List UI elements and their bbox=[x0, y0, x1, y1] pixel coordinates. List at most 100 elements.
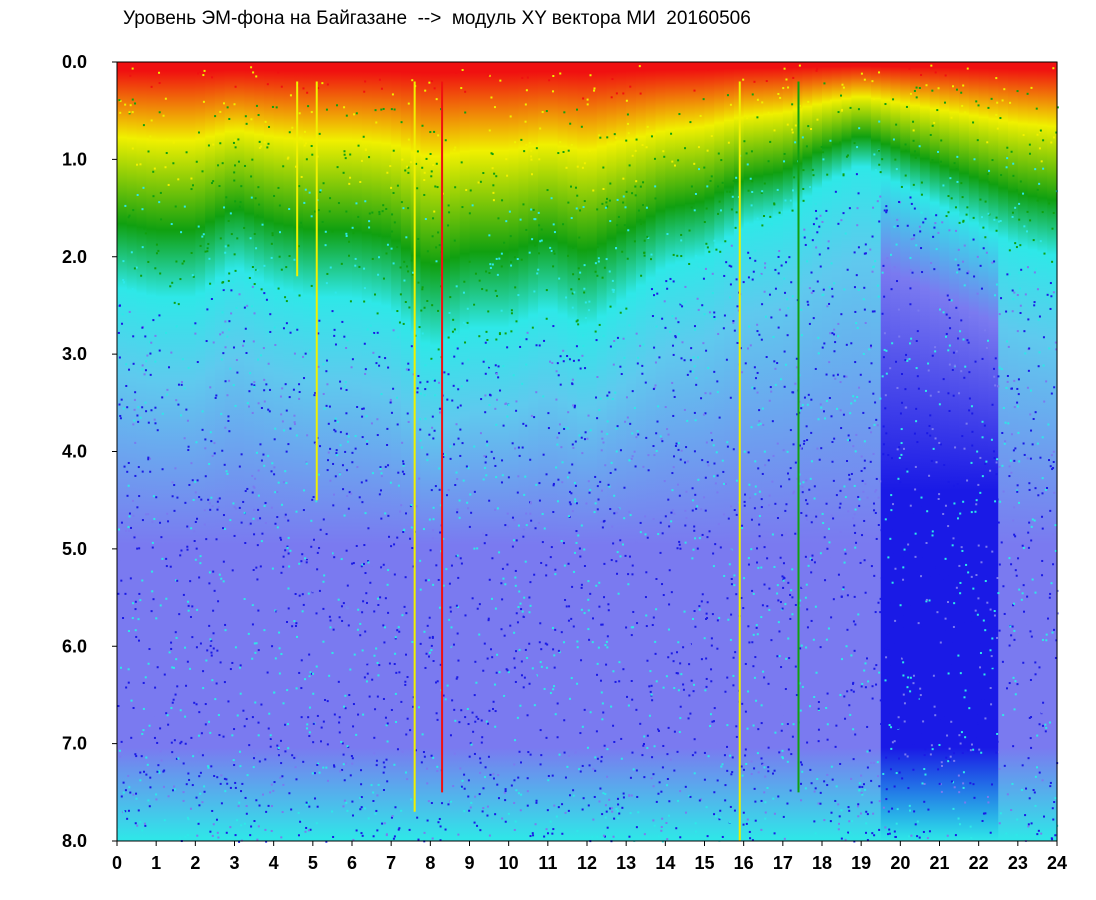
heatmap-point bbox=[453, 443, 456, 446]
heatmap-point bbox=[225, 196, 228, 199]
heatmap-point bbox=[614, 680, 617, 683]
heatmap-point bbox=[209, 644, 212, 647]
heatmap-point bbox=[436, 680, 439, 683]
heatmap-point bbox=[807, 125, 810, 128]
heatmap-point bbox=[588, 638, 591, 641]
heatmap-point bbox=[915, 420, 918, 423]
heatmap-point bbox=[579, 695, 582, 698]
heatmap-point bbox=[524, 103, 527, 106]
heatmap-point bbox=[191, 605, 194, 608]
heatmap-point bbox=[726, 724, 729, 727]
heatmap-point bbox=[396, 310, 399, 313]
heatmap-point bbox=[631, 564, 634, 567]
heatmap-point bbox=[437, 709, 440, 712]
heatmap-point bbox=[504, 524, 507, 527]
heatmap-point bbox=[996, 732, 999, 735]
heatmap-point bbox=[791, 295, 794, 298]
heatmap-point bbox=[752, 270, 755, 273]
heatmap-point bbox=[431, 304, 434, 307]
heatmap-point bbox=[217, 714, 220, 717]
heatmap-point bbox=[1006, 273, 1009, 276]
heatmap-column bbox=[185, 62, 196, 841]
heatmap-point bbox=[139, 163, 142, 166]
heatmap-point bbox=[433, 130, 436, 133]
heatmap-point bbox=[239, 201, 242, 204]
heatmap-point bbox=[1031, 443, 1034, 446]
heatmap-point bbox=[783, 277, 786, 280]
heatmap-point bbox=[151, 546, 154, 549]
heatmap-point bbox=[644, 381, 647, 384]
heatmap-point bbox=[356, 628, 359, 631]
heatmap-point bbox=[203, 630, 206, 633]
heatmap-point bbox=[437, 309, 440, 312]
heatmap-point bbox=[677, 159, 680, 162]
heatmap-point bbox=[958, 823, 961, 826]
heatmap-point bbox=[514, 820, 517, 823]
heatmap-point bbox=[615, 560, 618, 563]
heatmap-point bbox=[948, 344, 951, 347]
heatmap-point bbox=[661, 317, 664, 320]
heatmap-point bbox=[930, 744, 933, 747]
heatmap-point bbox=[238, 506, 241, 509]
heatmap-point bbox=[1022, 661, 1025, 664]
heatmap-point bbox=[735, 735, 738, 738]
heatmap-point bbox=[1037, 365, 1040, 368]
heatmap-point bbox=[620, 757, 623, 760]
heatmap-point bbox=[541, 541, 544, 544]
heatmap-point bbox=[653, 745, 656, 748]
heatmap-point bbox=[326, 779, 329, 782]
heatmap-point bbox=[979, 198, 982, 201]
heatmap-point bbox=[890, 726, 893, 729]
heatmap-point bbox=[832, 598, 835, 601]
heatmap-point bbox=[351, 562, 354, 565]
heatmap-point bbox=[295, 510, 298, 513]
heatmap-point bbox=[410, 345, 413, 348]
heatmap-point bbox=[426, 459, 429, 462]
heatmap-point bbox=[716, 779, 719, 782]
heatmap-point bbox=[546, 643, 549, 646]
heatmap-point bbox=[332, 552, 335, 555]
heatmap-point bbox=[830, 811, 833, 814]
heatmap-point bbox=[495, 175, 498, 178]
heatmap-point bbox=[741, 371, 744, 374]
heatmap-point bbox=[248, 653, 251, 656]
heatmap-point bbox=[833, 328, 836, 331]
heatmap-point bbox=[332, 835, 335, 838]
heatmap-point bbox=[427, 800, 430, 803]
heatmap-point bbox=[1033, 519, 1036, 522]
heatmap-point bbox=[819, 646, 822, 649]
heatmap-point bbox=[217, 498, 220, 501]
heatmap-point bbox=[484, 582, 487, 585]
heatmap-point bbox=[282, 565, 285, 568]
heatmap-point bbox=[466, 501, 469, 504]
heatmap-point bbox=[747, 276, 750, 279]
heatmap-point bbox=[345, 549, 348, 552]
heatmap-point bbox=[903, 529, 906, 532]
heatmap-point bbox=[917, 569, 920, 572]
heatmap-point bbox=[1026, 210, 1029, 213]
heatmap-point bbox=[1017, 393, 1020, 396]
heatmap-point bbox=[582, 797, 585, 800]
heatmap-point bbox=[173, 509, 176, 512]
heatmap-point bbox=[631, 455, 634, 458]
heatmap-point bbox=[453, 708, 456, 711]
heatmap-point bbox=[286, 575, 289, 578]
heatmap-point bbox=[276, 641, 279, 644]
heatmap-point bbox=[514, 141, 517, 144]
heatmap-point bbox=[969, 825, 972, 828]
heatmap-point bbox=[633, 240, 636, 243]
heatmap-point bbox=[960, 546, 963, 549]
heatmap-point bbox=[448, 618, 451, 621]
heatmap-point bbox=[165, 152, 168, 155]
heatmap-point bbox=[533, 218, 536, 221]
heatmap-point bbox=[287, 443, 290, 446]
heatmap-point bbox=[1013, 459, 1016, 462]
heatmap-point bbox=[735, 593, 738, 596]
heatmap-point bbox=[630, 794, 633, 797]
heatmap-point bbox=[389, 481, 392, 484]
heatmap-point bbox=[1020, 598, 1023, 601]
heatmap-point bbox=[303, 201, 306, 204]
heatmap-point bbox=[1049, 785, 1052, 788]
heatmap-point bbox=[1010, 387, 1013, 390]
heatmap-point bbox=[513, 631, 516, 634]
